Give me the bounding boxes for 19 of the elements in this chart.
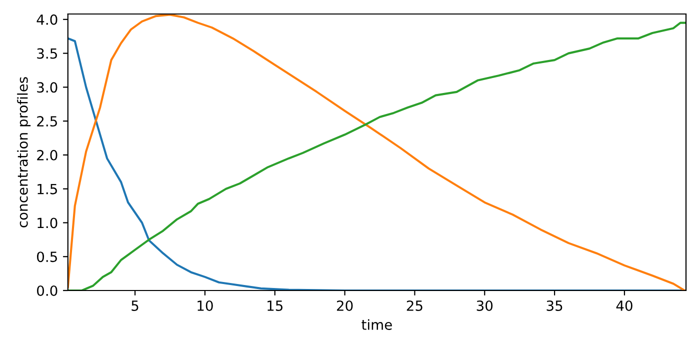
x-axis-title: time bbox=[362, 319, 392, 330]
y-tick-label: 0.0 bbox=[37, 285, 58, 296]
y-axis-title: concentration profiles bbox=[17, 77, 31, 228]
x-tick-label: 10 bbox=[198, 300, 213, 311]
y-tick-label: 1.5 bbox=[38, 184, 57, 194]
x-tick-label: 5 bbox=[132, 300, 138, 311]
x-tick-label: 15 bbox=[268, 300, 282, 311]
y-tick-label: 3.5 bbox=[37, 48, 57, 59]
x-tick-label: 35 bbox=[546, 300, 562, 311]
x-tick-label: 20 bbox=[336, 300, 353, 311]
y-tick-label: 2.5 bbox=[37, 116, 57, 127]
x-tick-label: 40 bbox=[616, 300, 632, 311]
y-tick-label: 1.0 bbox=[38, 218, 58, 228]
y-tick-label: 2.0 bbox=[37, 150, 58, 160]
x-tick-label: 30 bbox=[476, 300, 493, 311]
x-tick-label: 25 bbox=[406, 300, 422, 311]
y-tick-label: 3.0 bbox=[37, 82, 58, 93]
y-tick-label: 0.5 bbox=[37, 252, 57, 262]
y-tick-label: 4.0 bbox=[36, 14, 58, 25]
